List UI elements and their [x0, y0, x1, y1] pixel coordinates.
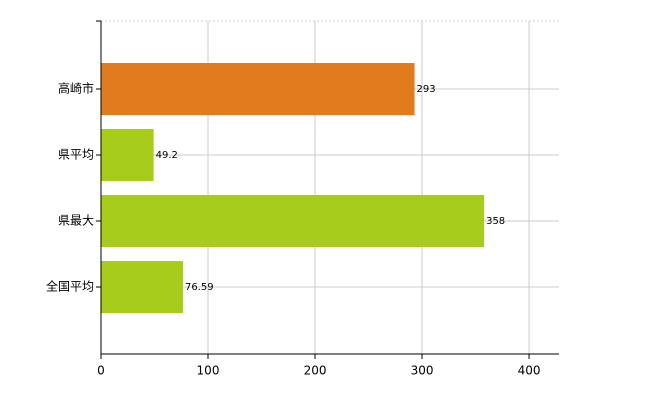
x-tick-label: 0 [97, 364, 105, 378]
y-tick-label: 県最大 [58, 214, 94, 228]
y-tick-label: 県平均 [58, 148, 94, 162]
y-tick-label: 全国平均 [46, 279, 94, 294]
data-label: 76.59 [185, 282, 214, 293]
y-tick-label: 高崎市 [58, 81, 94, 96]
data-label: 293 [417, 84, 436, 95]
bar [101, 195, 485, 247]
data-label: 49.2 [156, 150, 178, 161]
x-tick-label: 300 [411, 364, 434, 378]
x-tick-label: 200 [304, 364, 327, 378]
bar [101, 63, 415, 115]
bar [101, 261, 183, 313]
data-label: 358 [486, 216, 505, 227]
x-tick-label: 400 [518, 364, 541, 378]
bar [101, 129, 154, 181]
x-tick-label: 100 [197, 364, 220, 378]
